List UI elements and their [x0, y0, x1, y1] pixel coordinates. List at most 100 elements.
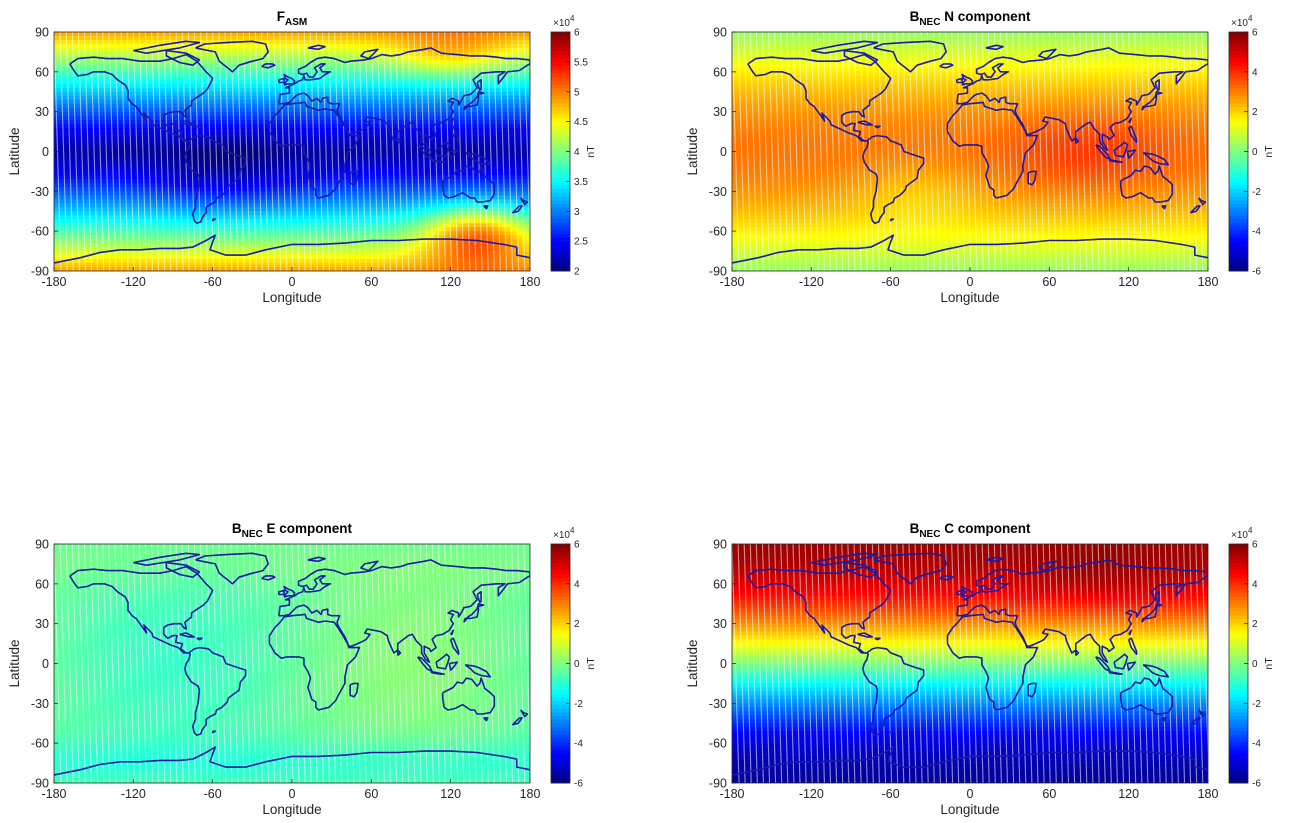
- title-main: B: [910, 9, 920, 24]
- coastline-22: [1190, 717, 1201, 726]
- colorbar-tick-label: 4.5: [574, 117, 588, 128]
- coastline-21: [1198, 197, 1207, 206]
- coastlines: [54, 40, 530, 264]
- x-tick-label: 180: [1198, 275, 1219, 289]
- coastline-4: [278, 559, 530, 663]
- coastline-2: [184, 134, 247, 224]
- y-tick-label: 0: [42, 657, 49, 671]
- colorbar: -6 -4 -2 0 2 4 6×104 nT: [550, 526, 597, 790]
- coastline-20: [349, 170, 359, 186]
- title-rest: N component: [940, 9, 1031, 24]
- y-tick-label: -30: [709, 185, 727, 199]
- coastline-3: [946, 101, 1039, 199]
- coastline-17: [448, 149, 459, 159]
- colorbar-tick-label: 6: [1252, 28, 1258, 39]
- coastline-19: [1127, 637, 1138, 655]
- title-main: B: [910, 521, 920, 536]
- colorbar-tick-label: 4: [1252, 579, 1258, 590]
- x-axis-label: Longitude: [262, 290, 321, 305]
- colorbar-tick-label: 2: [1252, 619, 1258, 630]
- coastline-29: [857, 120, 873, 126]
- y-tick-label: 30: [35, 105, 49, 119]
- coastline-21: [520, 197, 529, 206]
- coastline-30: [874, 637, 881, 641]
- coastline-18: [464, 152, 492, 166]
- coastline-26: [1154, 591, 1160, 604]
- x-tick-label: -180: [41, 787, 66, 801]
- coastline-13: [1141, 91, 1163, 111]
- colorbar-tick-label: 3.5: [574, 177, 588, 188]
- coastline-19: [449, 637, 460, 655]
- colorbar-tick-label: 4: [574, 147, 580, 158]
- y-tick-label: -60: [31, 737, 49, 751]
- colorbar: -6 -4 -2 0 2 4 6×104 nT: [1228, 526, 1275, 790]
- colorbar-tick-label: 4: [574, 579, 580, 590]
- coastline-10: [283, 73, 296, 86]
- y-tick-label: 30: [35, 617, 49, 631]
- coastline-11: [278, 589, 285, 596]
- x-tick-label: 0: [967, 275, 974, 289]
- chart-panel-2: -180 -120 -60 0 60 120 180-90-60-300306090Long…: [685, 9, 1275, 305]
- x-tick-label: -60: [204, 787, 222, 801]
- y-tick-label: -30: [31, 185, 49, 199]
- coastline-25: [307, 44, 326, 51]
- coastline-19: [1127, 125, 1138, 143]
- coastline-3: [268, 101, 361, 199]
- coastline-25: [307, 556, 326, 563]
- y-tick-label: -90: [709, 777, 727, 791]
- coastline-17: [1126, 661, 1137, 671]
- x-tick-label: 0: [967, 787, 974, 801]
- x-tick-label: -180: [719, 275, 744, 289]
- y-axis-label: Latitude: [685, 639, 700, 687]
- coastline-6: [732, 746, 1208, 776]
- colorbar-tick-label: 2.5: [574, 237, 588, 248]
- x-tick-label: -180: [41, 275, 66, 289]
- chart-title: BNEC E component: [232, 521, 353, 540]
- colorbar-tick-label: -4: [574, 739, 583, 750]
- coastline-31: [889, 218, 895, 222]
- x-tick-label: -120: [799, 275, 824, 289]
- x-tick-label: 120: [1118, 787, 1139, 801]
- coastline-30: [196, 125, 203, 129]
- colorbar-exponent: ×104: [553, 526, 575, 541]
- coastline-16: [1113, 141, 1129, 158]
- coastlines: [54, 552, 530, 776]
- x-tick-label: 120: [440, 275, 461, 289]
- coastline-13: [1141, 603, 1163, 623]
- coastline-8: [843, 49, 879, 66]
- coastline-21: [520, 709, 529, 718]
- coastline-23: [1161, 205, 1167, 210]
- y-tick-label: 90: [35, 26, 49, 40]
- x-tick-label: 60: [1042, 787, 1056, 801]
- colorbar-tick-label: 0: [574, 659, 580, 670]
- coastline-26: [476, 79, 482, 92]
- coastline-28: [1128, 629, 1133, 636]
- coastline-6: [54, 746, 530, 776]
- coastline-9: [811, 40, 879, 54]
- x-tick-label: -120: [799, 787, 824, 801]
- x-tick-label: 120: [440, 787, 461, 801]
- coastline-10: [961, 585, 974, 598]
- y-tick-label: -30: [709, 697, 727, 711]
- coastline-5: [1119, 165, 1174, 203]
- coastline-11: [278, 77, 285, 84]
- y-tick-label: 60: [35, 577, 49, 591]
- colorbar-label: nT: [585, 145, 597, 158]
- coastline-17: [1126, 149, 1137, 159]
- coastline-19: [449, 125, 460, 143]
- y-tick-label: -90: [31, 777, 49, 791]
- coastline-12: [939, 575, 954, 581]
- chart-panel-1: -180 -120 -60 0 60 120 180 -90 -60 -30 0 30 60 90 Long…: [7, 9, 597, 305]
- coastline-29: [857, 632, 873, 638]
- coastline-3: [268, 613, 361, 711]
- coastline-13: [463, 603, 485, 623]
- colorbar-tick-label: -2: [1252, 699, 1261, 710]
- coastline-7: [873, 40, 947, 73]
- coastline-31: [211, 730, 217, 734]
- coastline-10: [961, 73, 974, 86]
- colorbar-exponent: ×104: [553, 14, 575, 29]
- coastline-9: [133, 40, 201, 54]
- coastline-31: [211, 218, 217, 222]
- coastline-9: [811, 552, 879, 566]
- y-tick-label: -90: [709, 265, 727, 279]
